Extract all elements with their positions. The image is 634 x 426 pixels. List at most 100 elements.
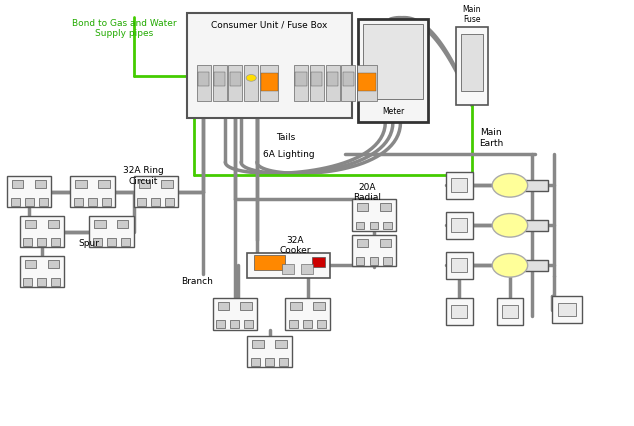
Bar bbox=[98, 181, 110, 189]
Bar bbox=[48, 220, 59, 229]
Bar bbox=[456, 29, 488, 106]
Bar bbox=[25, 220, 36, 229]
Text: Branch: Branch bbox=[181, 276, 213, 285]
Bar bbox=[107, 239, 116, 246]
Bar bbox=[552, 296, 582, 323]
Bar bbox=[310, 66, 324, 102]
Bar bbox=[51, 279, 60, 286]
Bar bbox=[152, 199, 160, 207]
Bar bbox=[282, 265, 294, 274]
Bar bbox=[217, 302, 229, 311]
Text: Consumer Unit / Fuse Box: Consumer Unit / Fuse Box bbox=[211, 20, 328, 29]
Bar bbox=[279, 359, 288, 366]
Bar bbox=[384, 258, 392, 265]
Bar bbox=[446, 172, 472, 199]
Text: 32A Ring
Circuit: 32A Ring Circuit bbox=[122, 166, 164, 185]
Bar bbox=[558, 303, 576, 317]
Bar bbox=[228, 66, 242, 102]
Bar bbox=[370, 258, 378, 265]
Text: 32A
Cooker: 32A Cooker bbox=[279, 235, 311, 254]
Bar bbox=[25, 199, 34, 207]
Bar bbox=[198, 72, 209, 87]
Bar bbox=[285, 298, 330, 330]
Bar bbox=[23, 279, 32, 286]
Bar bbox=[187, 14, 352, 119]
Bar bbox=[380, 239, 391, 248]
Bar bbox=[363, 25, 423, 100]
Bar bbox=[48, 260, 59, 269]
Circle shape bbox=[492, 254, 527, 277]
Circle shape bbox=[492, 174, 527, 198]
Bar bbox=[446, 298, 472, 325]
Bar bbox=[311, 72, 323, 87]
Bar bbox=[290, 302, 302, 311]
Bar bbox=[244, 321, 253, 328]
Bar bbox=[251, 359, 260, 366]
Bar bbox=[39, 199, 48, 207]
Bar bbox=[102, 199, 111, 207]
Bar bbox=[516, 260, 548, 271]
Bar bbox=[138, 199, 146, 207]
Bar bbox=[343, 72, 354, 87]
Bar bbox=[11, 199, 20, 207]
Bar bbox=[121, 239, 130, 246]
Bar bbox=[317, 321, 326, 328]
Bar bbox=[117, 220, 129, 229]
Bar bbox=[165, 199, 174, 207]
Bar bbox=[244, 66, 258, 102]
Bar bbox=[356, 258, 365, 265]
Bar bbox=[20, 256, 64, 288]
Bar bbox=[380, 204, 391, 212]
Bar bbox=[451, 179, 467, 193]
Bar bbox=[74, 199, 83, 207]
Bar bbox=[212, 298, 257, 330]
Bar bbox=[446, 212, 472, 239]
Text: Bond to Gas and Water
Supply pipes: Bond to Gas and Water Supply pipes bbox=[72, 19, 176, 38]
Bar bbox=[23, 239, 32, 246]
Bar bbox=[94, 220, 106, 229]
Text: 6A Lighting: 6A Lighting bbox=[262, 150, 314, 159]
Bar bbox=[216, 321, 225, 328]
Bar bbox=[502, 305, 518, 319]
Bar bbox=[461, 35, 483, 92]
Bar bbox=[212, 66, 226, 102]
Bar bbox=[93, 239, 102, 246]
Bar bbox=[261, 74, 278, 92]
Bar bbox=[37, 239, 46, 246]
Text: Main
Fuse: Main Fuse bbox=[463, 5, 481, 24]
Bar bbox=[303, 321, 312, 328]
Bar bbox=[446, 252, 472, 279]
Bar bbox=[254, 255, 285, 270]
Bar bbox=[358, 20, 428, 123]
Bar bbox=[295, 72, 307, 87]
Circle shape bbox=[492, 214, 527, 238]
Bar bbox=[88, 199, 97, 207]
Bar bbox=[51, 239, 60, 246]
Bar bbox=[89, 216, 134, 248]
Bar bbox=[230, 321, 239, 328]
Bar bbox=[342, 66, 355, 102]
Bar bbox=[214, 72, 225, 87]
Bar bbox=[139, 181, 150, 189]
Text: Spur: Spur bbox=[79, 238, 100, 247]
Bar bbox=[252, 340, 264, 348]
Bar bbox=[451, 259, 467, 273]
Bar bbox=[451, 305, 467, 319]
Bar bbox=[357, 66, 377, 102]
Circle shape bbox=[246, 75, 256, 82]
Bar bbox=[451, 219, 467, 233]
Text: Main
Earth: Main Earth bbox=[479, 128, 503, 147]
Bar bbox=[352, 199, 396, 231]
Bar bbox=[240, 302, 252, 311]
Text: 20A
Radial: 20A Radial bbox=[354, 182, 382, 202]
Bar bbox=[25, 260, 36, 269]
Bar bbox=[75, 181, 87, 189]
Text: Tails: Tails bbox=[276, 133, 295, 142]
Bar bbox=[370, 222, 378, 230]
Bar bbox=[247, 253, 330, 278]
Bar bbox=[384, 222, 392, 230]
Bar bbox=[70, 176, 115, 208]
Bar bbox=[260, 66, 278, 102]
Bar bbox=[352, 235, 396, 267]
Bar bbox=[327, 72, 339, 87]
